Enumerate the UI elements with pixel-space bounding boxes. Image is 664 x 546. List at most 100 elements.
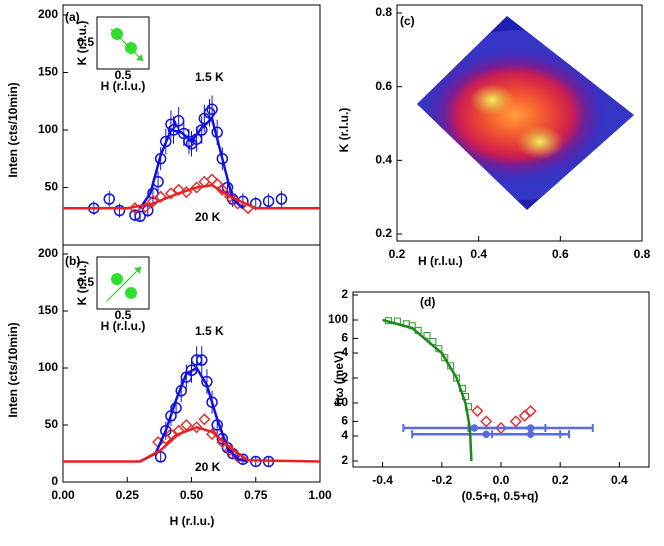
fit-line — [63, 425, 321, 463]
inset-arrow-head — [134, 267, 141, 274]
y-tick-label: 6 — [341, 331, 348, 345]
x-axis-label: (0.5+q, 0.5+q) — [462, 489, 539, 503]
inset: H (r.l.u.)K (r.l.u.)0.50.5 — [75, 256, 150, 333]
y-tick-label: 100 — [328, 312, 348, 326]
y-tick-label: 0.8 — [375, 5, 392, 19]
x-tick-label: -0.4 — [372, 473, 393, 487]
inset-frame — [96, 16, 150, 70]
y-tick-label: 0.6 — [375, 79, 392, 93]
data-point — [164, 187, 178, 200]
inset-x-label: H (r.l.u.) — [101, 79, 146, 93]
inset-arrow-head — [136, 54, 143, 61]
inset-x-tick: 0.5 — [115, 68, 132, 82]
inset-x-tick: 0.5 — [115, 308, 132, 322]
data-point — [482, 430, 490, 439]
inset-dot — [111, 273, 123, 285]
data-point — [526, 424, 535, 432]
y-tick-label: 4 — [341, 345, 348, 359]
data-point — [196, 124, 208, 136]
x-tick-label: 0.2 — [389, 247, 406, 261]
data-point — [518, 409, 531, 422]
plot-frame — [396, 4, 643, 242]
inset-dot — [125, 42, 137, 54]
x-axis-label: H (r.l.u.) — [170, 514, 215, 528]
data-point — [103, 193, 116, 205]
y-tick-label: 2 — [341, 453, 348, 467]
data-point — [190, 421, 203, 434]
fit-line — [63, 183, 320, 210]
fit-line — [139, 116, 244, 210]
x-tick-label: 0.75 — [244, 488, 268, 502]
data-point — [206, 103, 218, 116]
fit-line — [382, 318, 473, 462]
x-tick-label: 1.00 — [308, 488, 332, 502]
inset-arrow — [110, 28, 144, 62]
x-tick-label: 0.4 — [470, 247, 487, 261]
data-point — [203, 107, 216, 119]
y-tick-label: 150 — [38, 65, 58, 79]
y-tick-label: 0 — [51, 474, 58, 488]
annotation: (a) — [65, 10, 80, 24]
inset-y-tick: 0.5 — [77, 35, 94, 49]
annotation: 1.5 K — [195, 324, 224, 338]
x-tick-label: 0.50 — [180, 488, 204, 502]
inset-y-label: K (r.l.u.) — [75, 21, 89, 66]
data-point — [524, 404, 537, 418]
data-point — [423, 332, 431, 340]
inset: H (r.l.u.)K (r.l.u.)0.50.5 — [75, 16, 150, 93]
annotation: 20 K — [195, 460, 221, 474]
data-point — [172, 183, 185, 196]
inset-arrow — [106, 266, 142, 302]
y-axis-label: ħω (meV) — [332, 351, 346, 405]
x-tick-label: 0.0 — [493, 473, 510, 487]
inset-dot — [111, 28, 123, 40]
heatmap — [417, 16, 634, 210]
y-tick-label: 0.2 — [375, 226, 392, 240]
x-tick-label: 0.8 — [634, 247, 651, 261]
data-point — [113, 204, 126, 217]
inset-x-label: H (r.l.u.) — [101, 319, 146, 333]
y-tick-label: 2 — [341, 370, 348, 384]
data-point — [160, 424, 172, 437]
y-tick-label: 6 — [341, 414, 348, 428]
inset-frame — [96, 256, 150, 310]
x-tick-label: -0.2 — [431, 473, 452, 487]
data-point — [471, 404, 484, 418]
panel: 50 100 150 200 Inten (cts/10min) (a) 1.5 K 20 K… — [6, 4, 321, 246]
y-tick-label: 100 — [38, 122, 58, 136]
y-tick-label: 10 — [335, 395, 349, 409]
y-tick-label: 150 — [38, 303, 58, 317]
x-tick-label: 0.6 — [552, 247, 569, 261]
annotation: 1.5 K — [195, 70, 224, 84]
data-point — [275, 193, 288, 205]
y-axis-label: Inten (cts/10min) — [6, 322, 20, 417]
annotation: (c) — [400, 14, 415, 28]
data-point — [196, 354, 208, 366]
data-point — [160, 135, 172, 148]
annotation: 20 K — [195, 210, 221, 224]
panel: 0.00 0.25 0.50 0.75 1.00 0 50 100 150 200 Inten (c… — [6, 244, 332, 528]
panel: 0.2 0.4 0.6 0.8 0.2 0.4 0.6 0.8 K (r.l.u.) H (r.l… — [337, 4, 651, 268]
annotation: (d) — [420, 295, 435, 309]
data-point — [441, 354, 449, 362]
data-point — [480, 415, 493, 428]
data-point — [216, 183, 229, 196]
y-tick-label: 50 — [45, 417, 59, 431]
y-tick-label: 100 — [38, 360, 58, 374]
inset-dot — [125, 287, 137, 299]
y-axis-label: K (r.l.u.) — [337, 108, 351, 153]
y-tick-label: 200 — [38, 246, 58, 260]
y-axis-label: Inten (cts/10min) — [6, 82, 20, 177]
data-point — [509, 415, 522, 428]
x-tick-label: 0.2 — [552, 473, 569, 487]
y-tick-label: 0.4 — [375, 153, 392, 167]
y-tick-label: 50 — [45, 180, 59, 194]
data-point — [183, 135, 195, 148]
data-point — [198, 413, 211, 426]
data-point — [134, 210, 146, 222]
data-point — [262, 195, 275, 208]
inset-y-label: K (r.l.u.) — [75, 261, 89, 306]
y-tick-label: 2 — [341, 287, 348, 301]
